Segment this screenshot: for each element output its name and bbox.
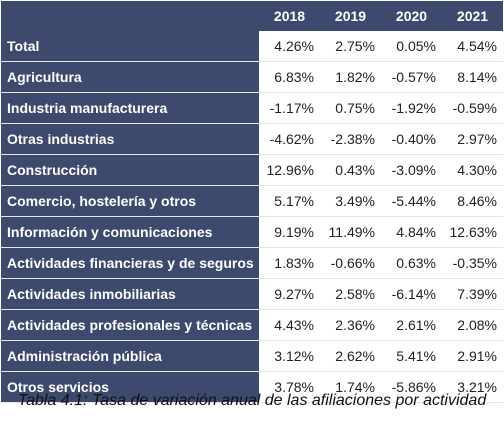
- table-cell: 1.74%: [320, 371, 381, 403]
- table-cell: 2.61%: [381, 309, 442, 341]
- table-cell: 4.30%: [442, 154, 503, 186]
- table-cell: 1.83%: [259, 247, 320, 279]
- table-cell: 0.43%: [320, 154, 381, 186]
- row-label: Industria manufacturera: [1, 92, 259, 124]
- table-row: Otros servicios 3.78% 1.74% -5.86% 3.21%: [1, 371, 503, 403]
- table-cell: 9.27%: [259, 278, 320, 310]
- table-cell: 3.21%: [442, 371, 503, 403]
- affiliation-variation-table: 2018 2019 2020 2021 Total 4.26% 2.75% 0.…: [1, 1, 503, 403]
- column-header-2020: 2020: [381, 1, 442, 31]
- table-cell: 4.26%: [259, 31, 320, 62]
- table-row: Actividades financieras y de seguros 1.8…: [1, 247, 503, 279]
- table-cell: 2.91%: [442, 340, 503, 372]
- row-label: Total: [1, 31, 259, 62]
- table-cell: -0.57%: [381, 61, 442, 93]
- column-header-2018: 2018: [259, 1, 320, 31]
- table-header-row: 2018 2019 2020 2021: [1, 1, 503, 31]
- row-label: Actividades financieras y de seguros: [1, 247, 259, 279]
- table-cell: -0.66%: [320, 247, 381, 279]
- table-cell: 9.19%: [259, 216, 320, 248]
- table-cell: -1.92%: [381, 92, 442, 124]
- table-cell: 4.54%: [442, 31, 503, 62]
- table-cell: -3.09%: [381, 154, 442, 186]
- table-row: Información y comunicaciones 9.19% 11.49…: [1, 216, 503, 248]
- table-cell: -5.86%: [381, 371, 442, 403]
- table-cell: -5.44%: [381, 185, 442, 217]
- table-cell: -0.35%: [442, 247, 503, 279]
- table-cell: 5.17%: [259, 185, 320, 217]
- table-row: Actividades inmobiliarias 9.27% 2.58% -6…: [1, 278, 503, 310]
- table-row: Administración pública 3.12% 2.62% 5.41%…: [1, 340, 503, 372]
- table-caption: Tabla 4.1: Tasa de variación anual de la…: [17, 392, 487, 409]
- table-cell: 4.43%: [259, 309, 320, 341]
- table-cell: 2.75%: [320, 31, 381, 62]
- table-row: Industria manufacturera -1.17% 0.75% -1.…: [1, 92, 503, 124]
- table-cell: 4.84%: [381, 216, 442, 248]
- table-row: Otras industrias -4.62% -2.38% -0.40% 2.…: [1, 123, 503, 155]
- row-label: Actividades profesionales y técnicas: [1, 309, 259, 341]
- row-label: Administración pública: [1, 340, 259, 372]
- table-cell: 1.82%: [320, 61, 381, 93]
- row-label: Otras industrias: [1, 123, 259, 155]
- table-cell: 0.05%: [381, 31, 442, 62]
- table-cell: 3.12%: [259, 340, 320, 372]
- table-row: Agricultura 6.83% 1.82% -0.57% 8.14%: [1, 61, 503, 93]
- table-cell: 5.41%: [381, 340, 442, 372]
- row-label: Otros servicios: [1, 371, 259, 403]
- table-cell: 2.62%: [320, 340, 381, 372]
- table-cell: 12.96%: [259, 154, 320, 186]
- table-cell: 11.49%: [320, 216, 381, 248]
- table-cell: 0.75%: [320, 92, 381, 124]
- data-table-container: 2018 2019 2020 2021 Total 4.26% 2.75% 0.…: [1, 1, 503, 403]
- table-row: Comercio, hostelería y otros 5.17% 3.49%…: [1, 185, 503, 217]
- table-cell: -4.62%: [259, 123, 320, 155]
- table-cell: 2.36%: [320, 309, 381, 341]
- table-cell: 2.58%: [320, 278, 381, 310]
- table-cell: -0.59%: [442, 92, 503, 124]
- table-cell: 7.39%: [442, 278, 503, 310]
- column-header-2019: 2019: [320, 1, 381, 31]
- table-cell: -1.17%: [259, 92, 320, 124]
- row-label: Información y comunicaciones: [1, 216, 259, 248]
- table-cell: 3.78%: [259, 371, 320, 403]
- row-label: Construcción: [1, 154, 259, 186]
- table-cell: 8.14%: [442, 61, 503, 93]
- table-cell: 12.63%: [442, 216, 503, 248]
- table-cell: 3.49%: [320, 185, 381, 217]
- table-cell: 0.63%: [381, 247, 442, 279]
- table-header-corner: [1, 1, 259, 31]
- row-label: Actividades inmobiliarias: [1, 278, 259, 310]
- table-row: Actividades profesionales y técnicas 4.4…: [1, 309, 503, 341]
- table-row: Total 4.26% 2.75% 0.05% 4.54%: [1, 31, 503, 62]
- table-cell: 2.97%: [442, 123, 503, 155]
- column-header-2021: 2021: [442, 1, 503, 31]
- table-cell: 8.46%: [442, 185, 503, 217]
- table-cell: -2.38%: [320, 123, 381, 155]
- table-cell: -0.40%: [381, 123, 442, 155]
- table-cell: 2.08%: [442, 309, 503, 341]
- row-label: Agricultura: [1, 61, 259, 93]
- row-label: Comercio, hostelería y otros: [1, 185, 259, 217]
- table-cell: 6.83%: [259, 61, 320, 93]
- table-row: Construcción 12.96% 0.43% -3.09% 4.30%: [1, 154, 503, 186]
- table-cell: -6.14%: [381, 278, 442, 310]
